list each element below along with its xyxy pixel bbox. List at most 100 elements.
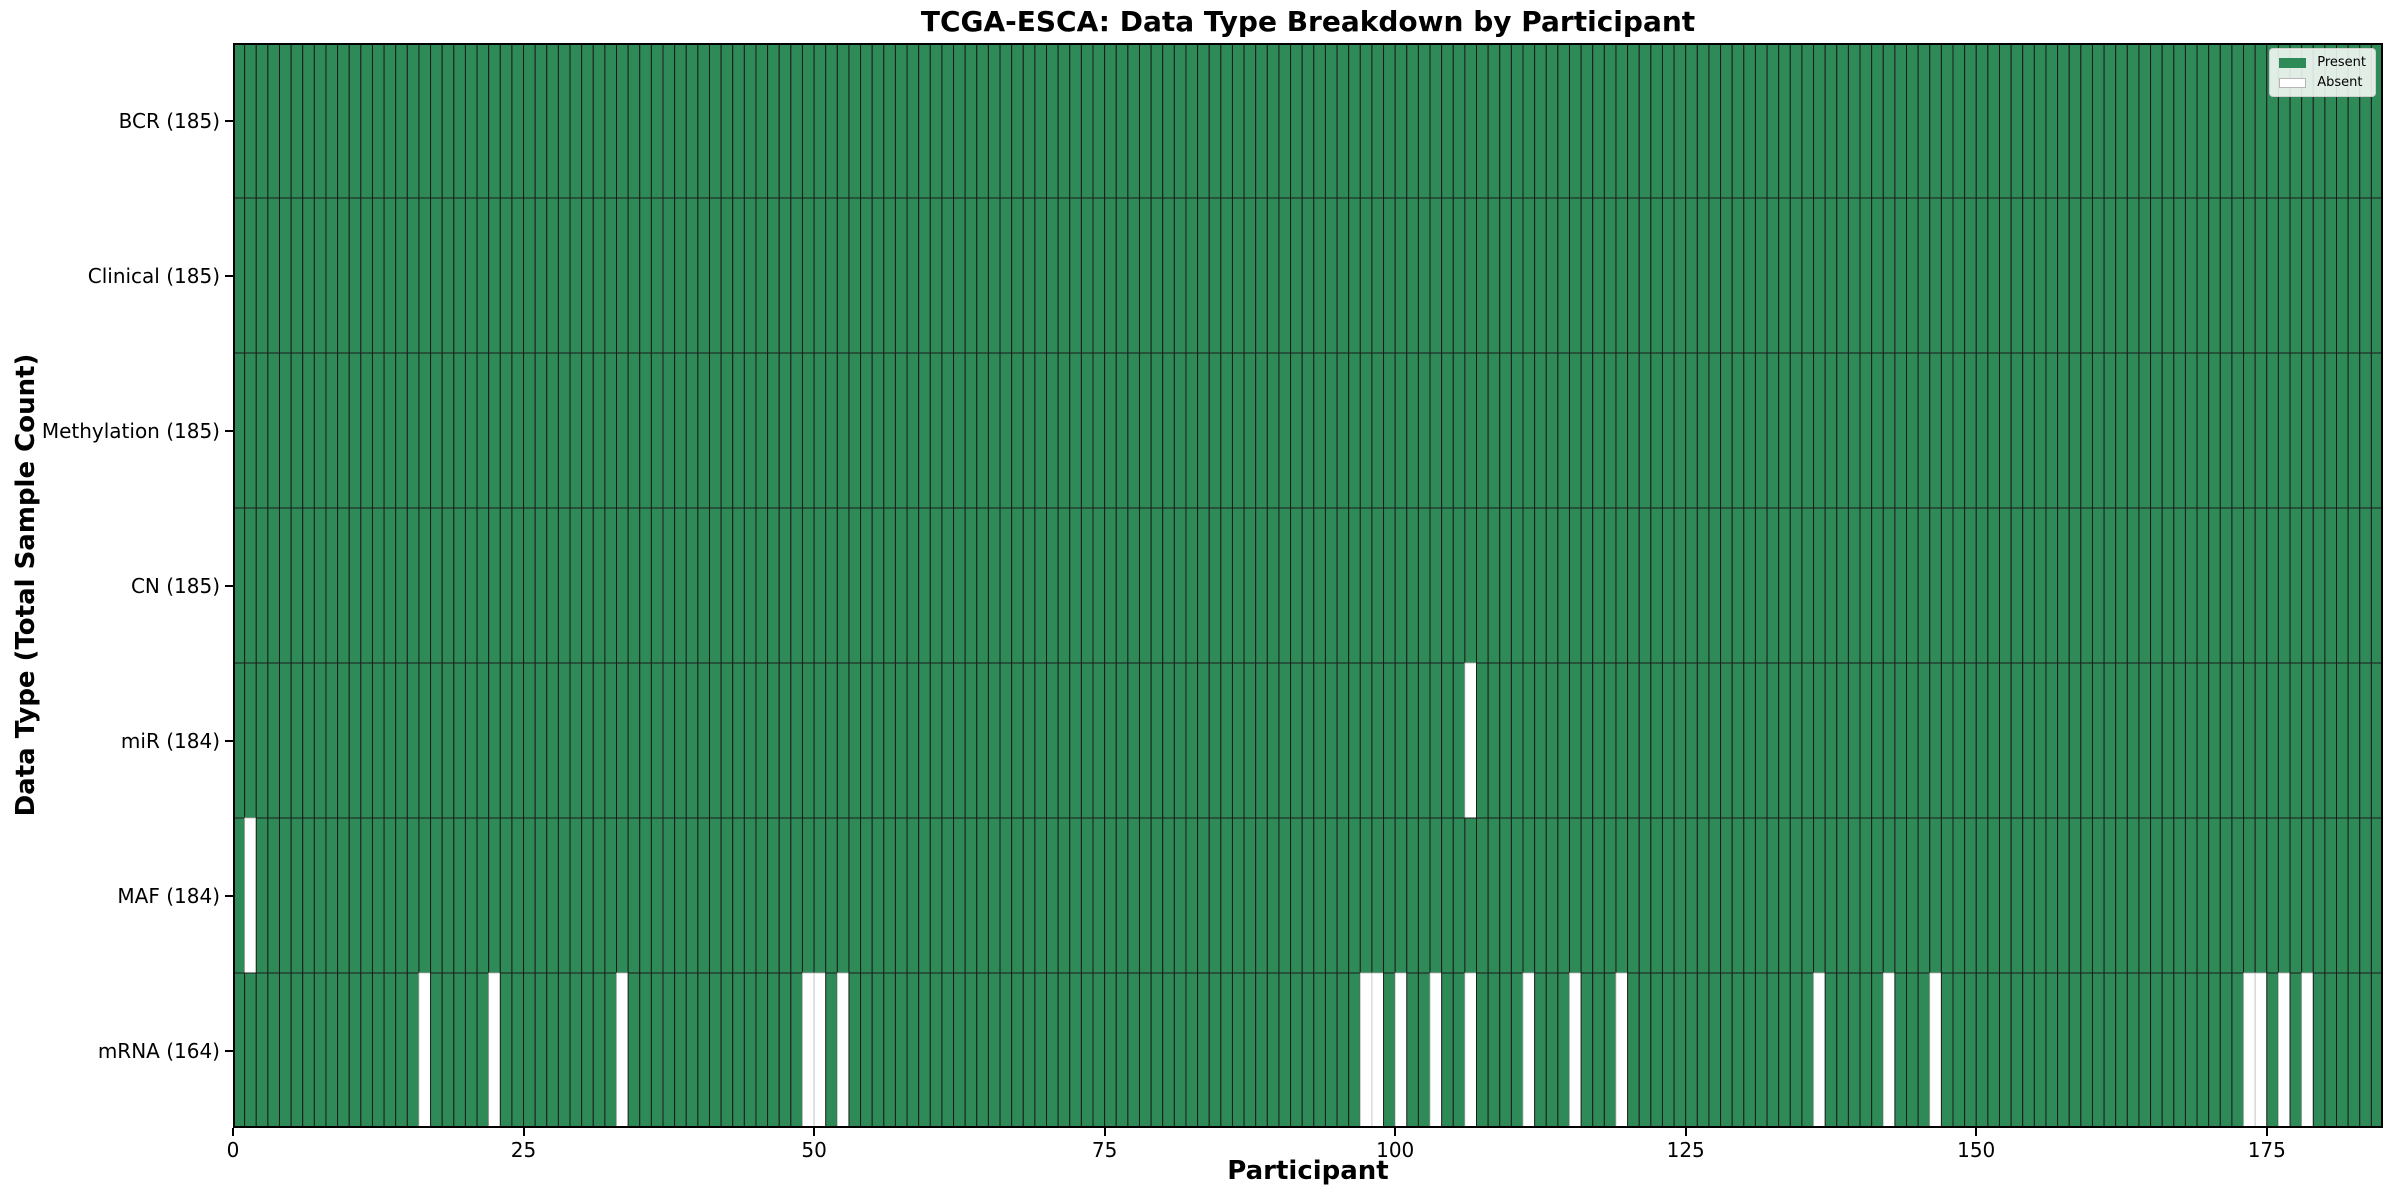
cell-present [999,972,1013,1128]
y-tick-mark [225,429,233,432]
cell-present [1255,507,1268,664]
cell-present [1917,352,1931,509]
cell-present [1069,662,1082,819]
cell-present [2324,507,2338,664]
cell-present [371,507,385,664]
cell-present [1092,352,1106,509]
cell-present [1906,352,1919,509]
cell-present [1231,197,1245,354]
cell-present [371,972,385,1128]
cell-present [2231,972,2245,1128]
cell-present [1313,662,1326,819]
cell-present [2289,197,2303,354]
cell-present [604,352,618,509]
cell-present [1185,197,1199,354]
cell-present [1615,197,1629,354]
cell-present [720,197,734,354]
cell-present [2219,43,2233,199]
cell-present [1987,662,2000,819]
cell-present [1510,817,1524,974]
cell-present [1057,197,1071,354]
cell-present [406,197,420,354]
cell-present [1975,507,1989,664]
cell-present [2347,507,2361,664]
cell-present [1975,352,1989,509]
cell-present [674,197,687,354]
cell-present [1940,972,1954,1128]
cell-present [395,352,408,509]
cell-present [1162,352,1175,509]
cell-present [836,197,850,354]
cell-present [1452,352,1466,509]
cell-present [2266,507,2279,664]
cell-present [1592,662,1605,819]
cell-present [453,817,466,974]
cell-present [302,507,315,664]
cell-present [395,817,408,974]
cell-present [1115,507,1129,664]
cell-present [534,507,548,664]
cell-present [1359,43,1373,199]
cell-present [685,197,699,354]
cell-present [1499,352,1512,509]
cell-present [2219,972,2233,1128]
cell-present [2126,197,2140,354]
cell-present [2115,972,2128,1128]
cell-present [871,817,885,974]
cell-present [1906,662,1919,819]
cell-present [1801,817,1815,974]
cell-present [1313,972,1326,1128]
cell-present [1650,507,1663,664]
cell-present [627,352,641,509]
cell-present [1708,352,1722,509]
cell-present [302,352,315,509]
cell-present [778,662,792,819]
cell-present [825,197,838,354]
cell-present [825,507,838,664]
cell-present [1778,817,1791,974]
cell-present [2231,507,2245,664]
cell-present [1940,507,1954,664]
cell-present [976,352,989,509]
cell-present [604,507,618,664]
cell-present [1162,817,1175,974]
cell-present [1092,197,1106,354]
cell-present [929,507,943,664]
cell-present [848,507,862,664]
cell-present [732,507,745,664]
cell-present [1917,972,1931,1128]
cell-present [371,197,385,354]
cell-present [1731,43,1745,199]
cell-present [918,972,931,1128]
cell-present [1964,197,1977,354]
cell-present [743,972,757,1128]
cell-present [1162,197,1175,354]
cell-present [1615,507,1629,664]
cell-present [964,197,978,354]
cell-present [267,352,280,509]
cell-present [557,197,571,354]
cell-present [1824,817,1838,974]
cell-present [1104,43,1117,199]
cell-present [860,352,873,509]
cell-present [790,507,803,664]
cell-present [453,197,466,354]
cell-present [836,507,850,664]
cell-present [1568,817,1582,974]
cell-present [1301,43,1315,199]
cell-present [1011,197,1024,354]
cell-present [1522,197,1536,354]
cell-present [1801,352,1815,509]
cell-absent [1371,972,1384,1128]
cell-present [1964,352,1977,509]
cell-present [1441,507,1454,664]
cell-present [592,662,606,819]
cell-present [1813,197,1826,354]
cell-present [604,972,618,1128]
cell-present [1011,817,1024,974]
cell-present [941,817,955,974]
cell-present [313,43,327,199]
cell-present [1522,662,1536,819]
cell-present [906,662,920,819]
cell-present [1197,43,1210,199]
